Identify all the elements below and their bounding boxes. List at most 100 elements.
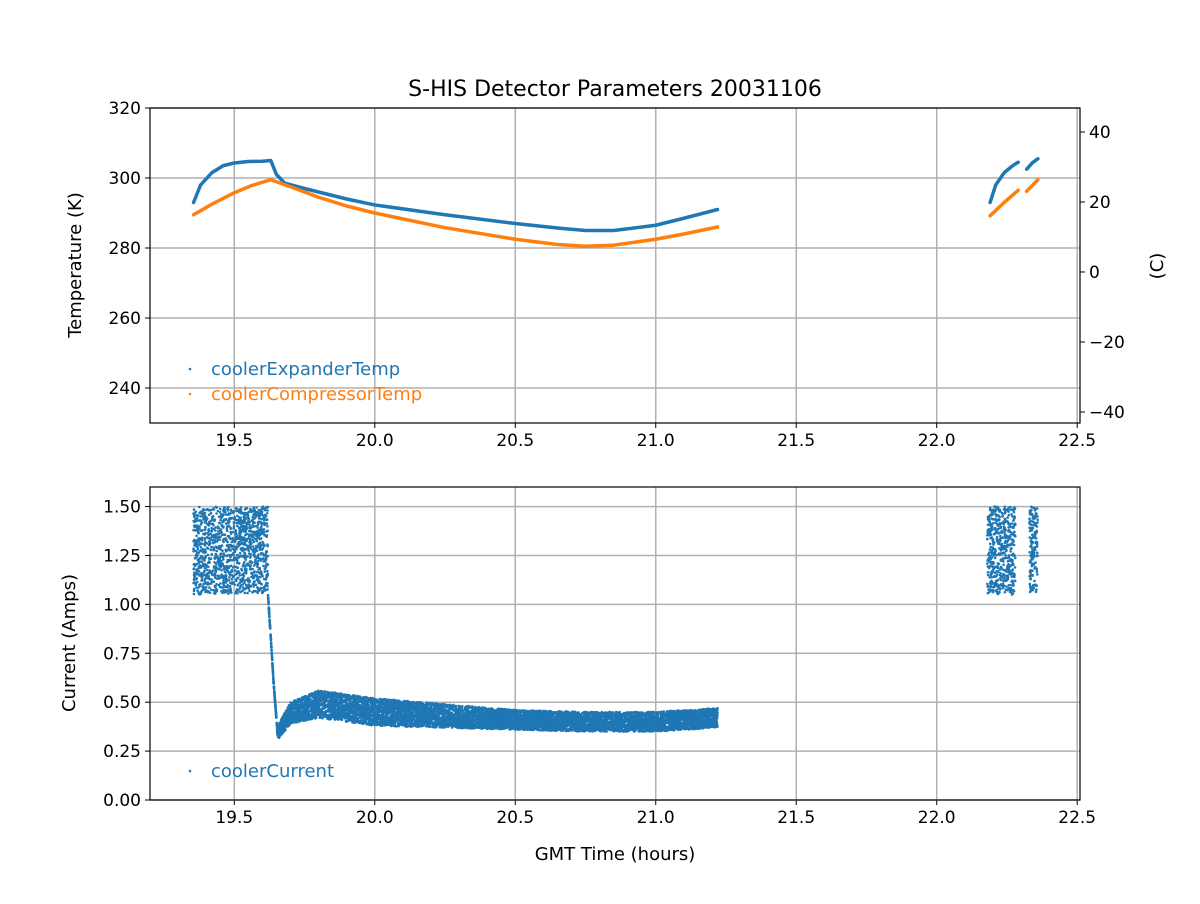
coolerCurrent-point	[275, 711, 278, 714]
coolerCurrent-point	[263, 519, 266, 522]
coolerCurrent-point	[215, 537, 218, 540]
coolerCurrent-point	[270, 646, 273, 649]
coolerCurrent-point	[206, 573, 209, 576]
coolerCurrent-point	[210, 549, 213, 552]
y-tick-label: 280	[109, 239, 141, 259]
coolerCurrent-point	[235, 590, 238, 593]
coolerCurrent-point	[252, 545, 255, 548]
coolerCurrent-point	[240, 568, 243, 571]
coolerCurrent-point	[198, 528, 201, 531]
y-tick-label: 1.00	[103, 595, 141, 615]
coolerCurrent-point	[207, 562, 210, 565]
coolerCurrent-point	[201, 565, 204, 568]
coolerCurrent-point	[247, 564, 250, 567]
coolerCurrent-point	[265, 552, 268, 555]
coolerCurrent-point	[228, 512, 231, 515]
coolerCurrent-point	[267, 594, 270, 597]
coolerCurrent-point	[242, 586, 245, 589]
coolerCurrent-point	[194, 575, 197, 578]
coolerCurrent-point	[232, 575, 235, 578]
coolerCurrent-point	[233, 522, 236, 525]
coolerCurrent-point	[239, 552, 242, 555]
coolerCurrent-point	[204, 542, 207, 545]
coolerCurrent-point	[205, 586, 208, 589]
coolerCurrent-point	[266, 574, 269, 577]
coolerCurrent-point	[227, 554, 230, 557]
coolerCurrent-point	[249, 530, 252, 533]
coolerCurrent-point	[229, 549, 232, 552]
coolerCurrent-point	[244, 558, 247, 561]
coolerCurrent-point	[254, 560, 257, 563]
coolerCurrent-point	[251, 549, 254, 552]
coolerCurrent-point	[221, 521, 224, 524]
coolerCurrent-point	[198, 506, 201, 509]
coolerCurrent-point	[243, 543, 246, 546]
coolerCurrent-point	[248, 590, 251, 593]
coolerCurrent-point	[224, 554, 227, 557]
coolerCurrent-point	[243, 592, 246, 595]
right-y-tick-label: 40	[1089, 123, 1111, 143]
coolerCurrent-point	[200, 511, 203, 514]
coolerCurrent-point	[256, 526, 259, 529]
coolerCurrent-point	[247, 522, 250, 525]
coolerCurrent-point	[197, 530, 200, 533]
coolerCurrent-point	[225, 539, 228, 542]
coolerCurrent-point	[235, 510, 238, 513]
coolerCurrent-point	[222, 526, 225, 529]
coolerCurrent-point	[244, 538, 247, 541]
x-tick-label: 21.5	[777, 808, 815, 828]
coolerCurrent-point	[196, 563, 199, 566]
coolerCurrent-point	[228, 520, 231, 523]
coolerCurrent-point	[261, 592, 264, 595]
coolerCurrent-point	[239, 531, 242, 534]
coolerCurrent-point	[196, 577, 199, 580]
coolerCurrent-point	[232, 566, 235, 569]
coolerCurrent-point	[217, 575, 220, 578]
coolerCurrent-point	[264, 589, 267, 592]
coolerCurrent-point	[233, 525, 236, 528]
coolerCurrent-point	[240, 509, 243, 512]
coolerCurrent-point	[252, 554, 255, 557]
coolerCurrent-point	[257, 576, 260, 579]
coolerCurrent-point	[270, 641, 273, 644]
coolerCurrent-point	[208, 514, 211, 517]
coolerCurrent-point	[238, 516, 241, 519]
coolerCurrent-point	[235, 529, 238, 532]
coolerCurrent-point	[231, 582, 234, 585]
coolerCurrent-point	[211, 530, 214, 533]
coolerCurrent-point	[193, 588, 196, 591]
coolerCurrent-point	[222, 558, 225, 561]
coolerCurrent-point	[199, 583, 202, 586]
coolerCurrent-point	[267, 563, 270, 566]
coolerCurrent-point	[230, 527, 233, 530]
coolerCurrent-point	[212, 523, 215, 526]
coolerCurrent-point	[206, 536, 209, 539]
coolerCurrent-point	[220, 569, 223, 572]
coolerCurrent-point	[275, 716, 278, 719]
coolerCurrent-point	[213, 520, 216, 523]
coolerCurrent-point	[228, 559, 231, 562]
coolerCurrent-point	[201, 539, 204, 542]
coolerCurrent-point	[266, 522, 269, 525]
coolerCurrent-point	[259, 512, 262, 515]
y-tick-label: 260	[109, 309, 141, 329]
coolerCurrent-point	[258, 547, 261, 550]
coolerCurrent-point	[197, 591, 200, 594]
coolerCurrent-point	[258, 516, 261, 519]
coolerCurrent-point	[233, 549, 236, 552]
coolerCurrent-point	[266, 525, 269, 528]
coolerCurrent-point	[235, 519, 238, 522]
coolerCurrent-point	[255, 540, 258, 543]
coolerCurrent-point	[260, 518, 263, 521]
coolerCurrent-point	[237, 584, 240, 587]
coolerCurrent-point	[200, 523, 203, 526]
coolerCurrent-point	[195, 553, 198, 556]
series-coolerExpanderTemp-trace	[990, 162, 1018, 202]
coolerCurrent-point	[260, 527, 263, 530]
right-y-tick-label: 20	[1089, 193, 1111, 213]
coolerCurrent-point	[270, 649, 273, 652]
coolerCurrent-point	[244, 534, 247, 537]
coolerCurrent-point	[227, 565, 230, 568]
coolerCurrent-point	[252, 534, 255, 537]
coolerCurrent-point	[258, 589, 261, 592]
